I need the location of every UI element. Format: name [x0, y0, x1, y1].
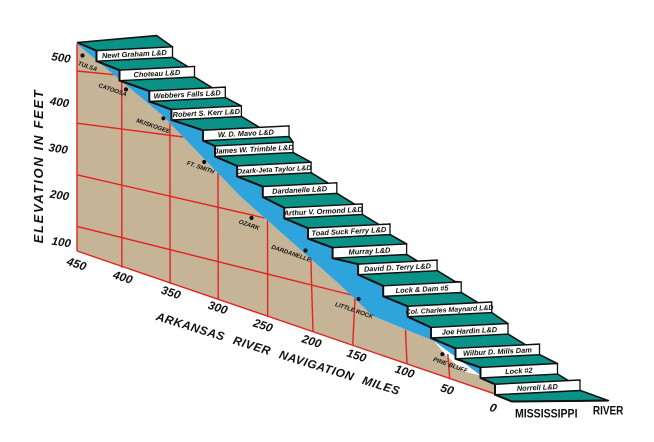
svg-text:500: 500 — [51, 51, 72, 66]
svg-text:200: 200 — [299, 331, 323, 351]
svg-text:W. D. Mavo L&D: W. D. Mavo L&D — [218, 127, 275, 139]
svg-text:450: 450 — [64, 254, 88, 274]
svg-text:Newt Graham L&D: Newt Graham L&D — [102, 48, 168, 60]
svg-text:250: 250 — [251, 315, 275, 335]
svg-text:Col. Charles Maynard L&D: Col. Charles Maynard L&D — [406, 305, 494, 316]
svg-text:100: 100 — [393, 362, 416, 382]
svg-text:Toad Suck Ferry L&D: Toad Suck Ferry L&D — [311, 225, 387, 238]
svg-text:400: 400 — [48, 96, 70, 111]
svg-text:Dardanelle L&D: Dardanelle L&D — [272, 184, 328, 196]
svg-text:MISSISSIPPI: MISSISSIPPI — [515, 406, 578, 420]
svg-text:Choteau L&D: Choteau L&D — [133, 68, 181, 79]
svg-text:300: 300 — [206, 298, 229, 318]
svg-text:400: 400 — [110, 267, 134, 287]
svg-text:PINE: PINE — [432, 357, 448, 368]
svg-text:Joe Hardin L&D: Joe Hardin L&D — [441, 325, 497, 337]
svg-text:200: 200 — [48, 189, 70, 204]
svg-text:David D. Terry L&D: David D. Terry L&D — [364, 261, 432, 273]
svg-text:Robert S. Kerr L&D: Robert S. Kerr L&D — [172, 107, 240, 119]
svg-text:150: 150 — [345, 346, 368, 366]
svg-text:Ozark-Jeta Taylor L&D: Ozark-Jeta Taylor L&D — [236, 165, 311, 176]
svg-text:300: 300 — [48, 142, 69, 157]
svg-text:Norrell L&D: Norrell L&D — [517, 382, 559, 393]
svg-text:Lock #2: Lock #2 — [505, 366, 534, 376]
svg-text:Arthur V. Ormond L&D: Arthur V. Ormond L&D — [283, 205, 364, 218]
svg-text:Wilbur D. Mills Dam: Wilbur D. Mills Dam — [463, 345, 533, 357]
svg-text:0: 0 — [488, 400, 499, 415]
svg-text:James W. Trimble L&D: James W. Trimble L&D — [214, 143, 294, 156]
svg-text:100: 100 — [51, 236, 72, 251]
svg-text:Murray L&D: Murray L&D — [348, 246, 391, 257]
svg-text:350: 350 — [160, 283, 183, 303]
svg-text:50: 50 — [439, 381, 456, 399]
svg-text:Webbers Falls L&D: Webbers Falls L&D — [153, 88, 221, 100]
svg-text:Lock & Dam #5: Lock & Dam #5 — [395, 283, 449, 295]
svg-text:ELEVATION IN FEET: ELEVATION IN FEET — [31, 89, 46, 244]
svg-text:RIVER: RIVER — [593, 403, 624, 417]
